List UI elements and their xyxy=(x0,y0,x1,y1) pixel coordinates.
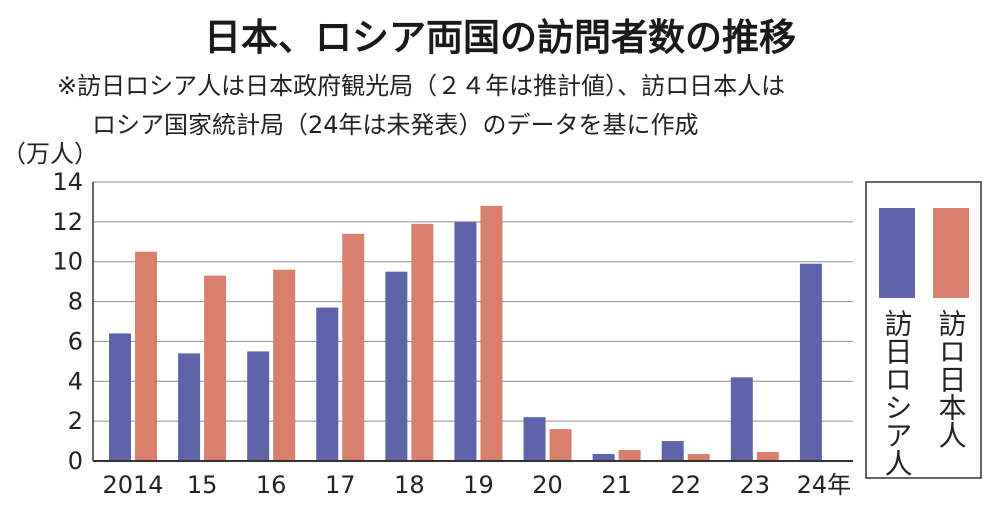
y-tick-label: 4 xyxy=(68,367,83,395)
bar-japanese-visitors-21 xyxy=(618,450,641,461)
bar-japanese-visitors-15 xyxy=(204,275,227,461)
bar-russian-visitors-15 xyxy=(178,353,201,461)
x-tick-label: 21 xyxy=(601,471,632,499)
y-tick-labels: 0 2 4 6 8 10 12 14 xyxy=(52,168,83,475)
bar-japanese-visitors-16 xyxy=(273,269,296,461)
bar-japanese-visitors-18 xyxy=(411,223,434,461)
x-tick-label: 15 xyxy=(187,471,218,499)
bar-japanese-visitors-22 xyxy=(687,454,710,461)
chart-note-line-2: ロシア国家統計局（24年は未発表）のデータを基に作成 xyxy=(92,111,699,139)
x-tick-label: 20 xyxy=(532,471,563,499)
y-tick-label: 2 xyxy=(68,407,83,435)
legend-box xyxy=(865,181,982,479)
bar-russian-visitors-20 xyxy=(523,417,546,461)
bar-russian-visitors-19 xyxy=(454,221,477,461)
bar-russian-visitors-18 xyxy=(385,271,408,461)
legend-swatch-japanese-visitors xyxy=(933,208,969,298)
x-tick-label: 24年 xyxy=(797,471,852,499)
bar-russian-visitors-17 xyxy=(316,307,339,461)
bar-russian-visitors-24年 xyxy=(799,263,822,461)
legend-swatch-russian-visitors xyxy=(879,208,915,298)
legend: 訪日ロシア人 訪ロ日本人 xyxy=(865,181,982,479)
x-tick-label: 16 xyxy=(256,471,287,499)
bar-japanese-visitors-2014 xyxy=(135,251,157,461)
legend-label-japanese-visitors: 訪ロ日本人 xyxy=(935,309,968,449)
x-tick-labels: 2014 15 16 17 18 19 20 21 22 23 24年 xyxy=(102,471,851,499)
bar-russian-visitors-22 xyxy=(661,441,684,461)
x-tick-label: 2014 xyxy=(102,471,163,499)
legend-label-russian-visitors: 訪日ロシア人 xyxy=(881,309,914,477)
y-tick-label: 10 xyxy=(52,248,83,276)
bar-japanese-visitors-23 xyxy=(756,452,779,461)
x-tick-label: 17 xyxy=(325,471,356,499)
bar-russian-visitors-16 xyxy=(247,351,270,461)
chart-title: 日本、ロシア両国の訪問者数の推移 xyxy=(204,16,796,59)
x-tick-label: 18 xyxy=(394,471,425,499)
bars xyxy=(109,205,822,461)
bar-russian-visitors-21 xyxy=(592,454,615,461)
y-tick-label: 0 xyxy=(68,447,83,475)
x-tick-label: 22 xyxy=(670,471,701,499)
y-tick-label: 8 xyxy=(68,288,83,316)
bar-japanese-visitors-17 xyxy=(342,233,365,461)
bar-russian-visitors-2014 xyxy=(109,333,131,461)
bar-japanese-visitors-20 xyxy=(549,429,572,461)
chart-note-line-1: ※訪日ロシア人は日本政府観光局（２４年は推計値）、訪ロ日本人は xyxy=(57,72,785,100)
y-tick-label: 6 xyxy=(68,327,83,355)
bar-japanese-visitors-19 xyxy=(480,205,503,461)
y-tick-label: 14 xyxy=(52,168,83,196)
x-tick-label: 19 xyxy=(463,471,494,499)
y-axis-label: （万人） xyxy=(2,140,98,168)
y-tick-label: 12 xyxy=(52,208,83,236)
x-tick-label: 23 xyxy=(740,471,771,499)
bar-russian-visitors-23 xyxy=(730,377,753,461)
